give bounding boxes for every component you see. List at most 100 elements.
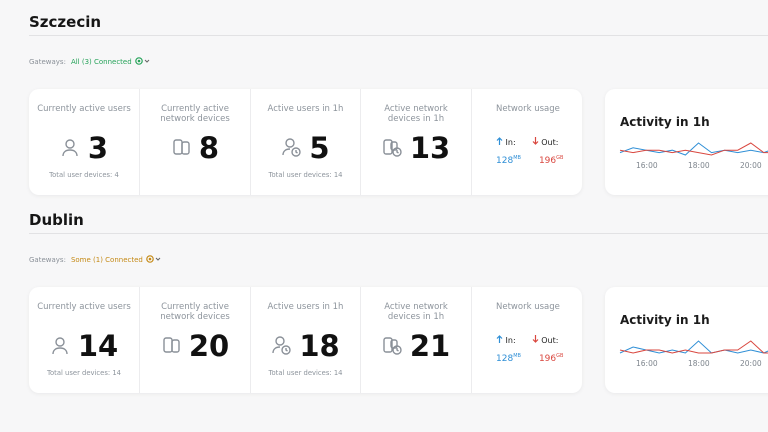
arrow-up bbox=[496, 137, 506, 147]
arrow-up bbox=[496, 335, 506, 345]
in-value-wrap: 128MB bbox=[496, 155, 521, 166]
location-section: Szczecin Gateways: All (3) Connected Curren… bbox=[0, 0, 768, 198]
icon bbox=[62, 139, 78, 157]
stat-value: 5 bbox=[309, 131, 330, 165]
stat-main: 3 bbox=[29, 131, 139, 165]
out-label-wrap: Out: bbox=[532, 335, 558, 345]
stat-cell: Active network devices in 1h 13 bbox=[360, 89, 471, 195]
activity-card: Activity in 1h 16:00 18:00 20:00 bbox=[605, 287, 768, 393]
icon bbox=[272, 336, 292, 355]
arrow bbox=[496, 137, 503, 145]
stat-label: Active users in 1h bbox=[267, 104, 344, 114]
in-unit: MB bbox=[513, 353, 521, 359]
stat-main: 8 bbox=[140, 131, 250, 165]
out-label-wrap: Out: bbox=[532, 137, 559, 147]
location-title: Dublin bbox=[29, 211, 84, 229]
network-labels: In: Out: bbox=[496, 137, 558, 147]
stat-cell: Active network devices in 1h 21 bbox=[360, 287, 471, 393]
network-label: Network usage bbox=[496, 104, 560, 114]
x-label: 20:00 bbox=[740, 161, 762, 170]
icon bbox=[383, 139, 402, 157]
gateways-status[interactable]: All (3) Connected bbox=[71, 57, 151, 67]
in-label: In: bbox=[505, 138, 516, 147]
out-unit: GB bbox=[556, 353, 564, 359]
stat-value: 3 bbox=[87, 131, 109, 165]
arrow bbox=[532, 335, 539, 343]
status-text: Some (1) Connected bbox=[70, 256, 143, 264]
out-value-wrap: 196GB bbox=[539, 155, 564, 166]
status-dot bbox=[146, 255, 154, 263]
stat-cell: Currently active network devices 8 bbox=[139, 89, 250, 195]
gateways: Gateways: Some (1) Connected bbox=[29, 255, 162, 265]
x-label: 16:00 bbox=[636, 161, 658, 170]
activity-title: Activity in 1h bbox=[620, 115, 710, 129]
stat-value: 8 bbox=[198, 131, 220, 165]
out-label: Out: bbox=[541, 138, 559, 147]
stat-cell: Active users in 1h 18 Total user devices: … bbox=[250, 287, 360, 393]
activity-line bbox=[619, 340, 768, 354]
stat-value: 20 bbox=[188, 329, 230, 363]
in-label-wrap: In: bbox=[496, 137, 516, 147]
gateways: Gateways: All (3) Connected bbox=[29, 57, 151, 67]
network-values: 128MB 196GB bbox=[496, 155, 563, 166]
stats-card: Currently active users 3 Total user device… bbox=[29, 89, 582, 195]
arrow bbox=[496, 335, 503, 343]
icon bbox=[163, 337, 180, 353]
activity-card: Activity in 1h 16:00 18:00 20:00 bbox=[605, 89, 768, 195]
activity-title: Activity in 1h bbox=[620, 313, 710, 327]
out-unit: GB bbox=[556, 155, 564, 161]
stats-card: Currently active users 14 Total user devic… bbox=[29, 287, 582, 393]
stat-cell: Active users in 1h 5 Total user devices: 1… bbox=[250, 89, 360, 195]
icon bbox=[173, 139, 190, 155]
in-label: In: bbox=[505, 336, 516, 345]
icon bbox=[52, 337, 68, 355]
gateways-label: Gateways: bbox=[29, 256, 66, 264]
stat-value: 14 bbox=[77, 329, 119, 363]
gateways-status[interactable]: Some (1) Connected bbox=[71, 255, 162, 265]
network-labels: In: Out: bbox=[496, 335, 558, 345]
sparkline bbox=[619, 142, 768, 156]
stat-main: 13 bbox=[361, 131, 471, 165]
icon bbox=[383, 337, 402, 355]
arrow-down bbox=[532, 335, 542, 345]
stat-main: 20 bbox=[140, 329, 250, 363]
in-value-wrap: 128MB bbox=[496, 353, 521, 364]
stat-main: 14 bbox=[29, 329, 139, 363]
stat-value: 21 bbox=[409, 329, 451, 363]
status-text: All (3) Connected bbox=[70, 58, 132, 66]
network-cell: Network usage In: Out: 128MB 196GB bbox=[471, 287, 582, 393]
stat-footer: Total user devices: 14 bbox=[47, 369, 121, 377]
stat-label: Active network devices in 1h bbox=[384, 302, 448, 322]
chevron bbox=[155, 257, 161, 261]
chevron bbox=[144, 59, 150, 63]
stat-value: 18 bbox=[299, 329, 340, 363]
network-values: 128MB 196GB bbox=[496, 353, 563, 364]
sparkline bbox=[619, 340, 768, 354]
icon bbox=[282, 138, 302, 157]
location-title: Szczecin bbox=[29, 13, 102, 31]
stat-label: Currently active users bbox=[37, 104, 131, 114]
in-label-wrap: In: bbox=[496, 335, 516, 345]
in-value: 128 bbox=[496, 156, 514, 166]
network-label: Network usage bbox=[496, 302, 560, 312]
in-value: 128 bbox=[496, 354, 514, 364]
stat-main: 18 bbox=[251, 329, 360, 363]
stat-main: 21 bbox=[361, 329, 471, 363]
activity-line bbox=[619, 142, 768, 156]
network-cell: Network usage In: Out: 128MB 196GB bbox=[471, 89, 582, 195]
stat-cell: Currently active users 14 Total user devic… bbox=[29, 287, 139, 393]
status-icon bbox=[134, 57, 151, 67]
out-value: 196 bbox=[538, 354, 557, 364]
stat-main: 5 bbox=[251, 131, 360, 165]
stat-label: Active users in 1h bbox=[267, 302, 344, 312]
x-label: 18:00 bbox=[688, 161, 710, 170]
stat-footer: Total user devices: 14 bbox=[268, 171, 343, 179]
x-label: 18:00 bbox=[688, 359, 710, 368]
stat-label: Active network devices in 1h bbox=[384, 104, 448, 124]
out-value-wrap: 196GB bbox=[539, 353, 564, 364]
status-dot bbox=[134, 57, 143, 65]
in-unit: MB bbox=[513, 155, 521, 161]
activity-line bbox=[619, 142, 768, 156]
divider bbox=[29, 233, 768, 234]
